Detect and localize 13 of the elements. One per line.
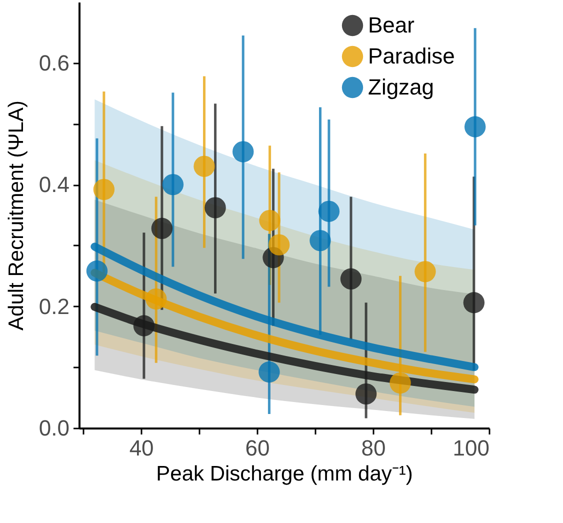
x-tick-label: 60 — [245, 436, 270, 460]
y-tick-label: 0.0 — [38, 416, 70, 440]
y-tick-label: 0.2 — [38, 294, 70, 319]
x-tick-label: 40 — [129, 436, 154, 460]
legend-label: Zigzag — [368, 74, 434, 100]
legend-label: Bear — [368, 12, 414, 38]
y-tick-label: 0.4 — [38, 172, 70, 198]
legend-label: Paradise — [368, 44, 455, 68]
x-tick-label: 100 — [452, 436, 490, 460]
x-axis-title: Peak Discharge (mm day⁻¹) — [156, 462, 413, 486]
y-axis-title: Adult Recruitment (ΨLA) — [4, 100, 28, 330]
y-tick-label: 0.6 — [38, 50, 70, 76]
x-tick-label: 80 — [361, 436, 386, 460]
